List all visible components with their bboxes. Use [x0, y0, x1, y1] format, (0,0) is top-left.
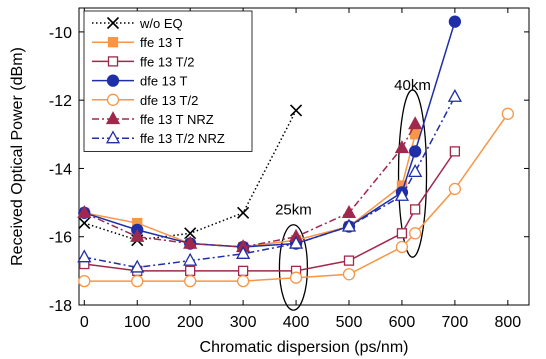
y-tick-label: -12: [49, 93, 72, 110]
data-point: [184, 227, 197, 240]
data-point: [183, 235, 198, 249]
data-point: [237, 265, 249, 277]
data-point: [394, 140, 410, 154]
y-axis-label: Received Optical Power (dBm): [9, 47, 26, 266]
distance-ellipse: [397, 89, 428, 258]
legend-marker: [105, 130, 121, 144]
legend-marker: [106, 74, 120, 87]
legend-label: dfe 13 T: [140, 74, 188, 89]
marker-stroke: [289, 104, 303, 117]
data-point: [184, 274, 197, 288]
data-point: [448, 15, 462, 28]
data-point: [410, 204, 421, 215]
y-tick-label: -10: [49, 25, 72, 42]
data-point: [289, 104, 303, 117]
data-point: [130, 228, 145, 242]
y-tick-label: -16: [49, 230, 72, 247]
plot-frame: [78, 7, 530, 306]
marker-stroke: [237, 206, 250, 219]
series-line: [84, 134, 416, 248]
x-tick-label: 600: [389, 314, 416, 331]
x-tick-label: 0: [80, 314, 89, 331]
data-point: [130, 259, 145, 273]
legend-label: ffe 13 T: [140, 35, 184, 50]
data-point: [408, 164, 423, 178]
data-point: [183, 252, 198, 266]
legend-marker: [107, 56, 119, 67]
data-point: [77, 204, 92, 218]
series-line: [84, 113, 509, 282]
annotation-label: 40km: [394, 77, 431, 94]
data-point: [236, 245, 251, 259]
data-point: [501, 107, 514, 120]
legend-marker: [106, 93, 120, 106]
legend-label: ffe 13 T/2 NRZ: [140, 131, 225, 146]
data-point: [237, 206, 250, 219]
series-4: [78, 107, 514, 288]
data-point: [341, 218, 357, 232]
data-point: [185, 265, 196, 277]
x-tick-label: 500: [336, 314, 363, 331]
data-point: [236, 274, 250, 288]
legend-marker: [107, 37, 119, 48]
legend-marker: [105, 111, 121, 125]
legend-marker: [106, 16, 120, 30]
series-line: [83, 123, 416, 248]
data-point: [78, 274, 91, 288]
data-point: [409, 145, 422, 158]
data-point: [343, 255, 355, 266]
data-point: [396, 228, 408, 239]
data-point: [408, 116, 423, 130]
x-tick-label: 400: [283, 314, 310, 331]
series-line: [84, 150, 456, 272]
series-6: [77, 88, 462, 273]
marker-stroke: [106, 16, 120, 30]
data-point: [289, 271, 303, 284]
series-5: [77, 116, 423, 253]
y-tick-label: -18: [49, 298, 72, 315]
data-point: [288, 235, 304, 249]
plot-area: [77, 15, 514, 288]
legend-label: ffe 13 T NRZ: [140, 112, 214, 127]
data-point: [342, 268, 356, 281]
legend-label: ffe 13 T/2: [140, 54, 194, 69]
data-point: [447, 88, 462, 102]
x-tick-label: 700: [442, 314, 469, 331]
data-point: [449, 146, 461, 157]
y-tick-label: -14: [49, 161, 72, 178]
x-tick-label: 300: [230, 314, 257, 331]
data-point: [409, 227, 422, 240]
x-axis-label: Chromatic dispersion (ps/nm): [200, 339, 409, 356]
distance-ellipse: [278, 224, 309, 311]
annotation-label: 25km: [275, 202, 312, 219]
marker-stroke: [78, 217, 91, 230]
data-point: [448, 182, 462, 196]
data-point: [395, 240, 409, 254]
legend-label: w/o EQ: [139, 16, 183, 31]
series-2: [79, 146, 461, 277]
data-point: [394, 187, 410, 201]
x-tick-label: 100: [124, 314, 151, 331]
data-point: [78, 217, 91, 230]
data-point: [77, 249, 92, 263]
data-point: [131, 274, 144, 288]
data-point: [341, 204, 357, 218]
marker-stroke: [184, 227, 197, 240]
x-tick-label: 200: [177, 314, 204, 331]
annotation-ellipses: 25km 40km: [275, 77, 431, 311]
axes: 0 100 200 300 400 500 600 700 800 -18 -16 -14 -12 -10: [49, 7, 530, 331]
x-tick-label: 800: [494, 314, 521, 331]
legend: w/o EQ ffe 13 T ffe 13 T/2 dfe 13 T dfe 13 T…: [83, 10, 253, 152]
legend-label: dfe 13 T/2: [140, 93, 198, 108]
